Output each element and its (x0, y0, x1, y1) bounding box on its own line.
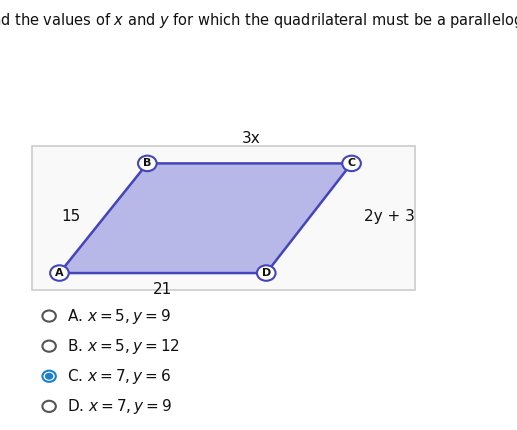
Circle shape (42, 401, 56, 412)
Text: B. $x = 5, y = 12$: B. $x = 5, y = 12$ (67, 337, 180, 356)
Circle shape (50, 265, 69, 281)
Text: 2y + 3: 2y + 3 (364, 209, 415, 224)
Text: B: B (143, 158, 151, 169)
Circle shape (342, 156, 361, 171)
Text: A. $x = 5, y = 9$: A. $x = 5, y = 9$ (67, 307, 171, 326)
Text: A: A (55, 268, 64, 278)
Text: D: D (262, 268, 271, 278)
Text: C: C (347, 158, 356, 169)
Text: C. $x = 7, y = 6$: C. $x = 7, y = 6$ (67, 367, 171, 386)
Text: 2. Find the values of $x$ and $y$ for which the quadrilateral must be a parallel: 2. Find the values of $x$ and $y$ for wh… (0, 11, 517, 30)
Text: 3x: 3x (241, 131, 260, 146)
Circle shape (42, 341, 56, 352)
Circle shape (138, 156, 157, 171)
Circle shape (42, 310, 56, 322)
Text: D. $x = 7, y = 9$: D. $x = 7, y = 9$ (67, 397, 172, 416)
Circle shape (45, 373, 53, 380)
Polygon shape (59, 163, 352, 273)
Circle shape (42, 371, 56, 382)
Circle shape (257, 265, 276, 281)
Bar (32, 146, 415, 290)
Text: 21: 21 (153, 282, 173, 297)
Text: 15: 15 (61, 209, 80, 224)
